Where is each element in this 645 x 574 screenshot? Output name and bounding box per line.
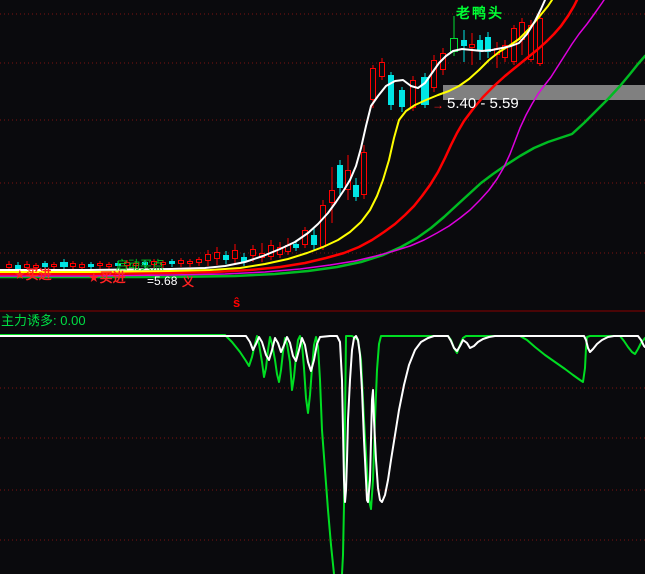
candlestick	[151, 259, 157, 268]
candlestick	[329, 167, 335, 223]
candlestick	[311, 228, 317, 250]
price-highlight-band	[443, 85, 645, 100]
candlestick	[133, 261, 139, 269]
candlestick	[232, 244, 238, 265]
indicator-panel	[0, 334, 645, 574]
candlestick	[337, 160, 343, 195]
candlestick	[388, 72, 394, 110]
candlestick	[537, 12, 543, 66]
ma-yellow	[0, 0, 553, 273]
candlestick	[361, 145, 367, 199]
candlestick	[97, 261, 103, 269]
candlestick	[421, 73, 429, 108]
candlestick	[160, 260, 166, 268]
candlestick	[477, 35, 483, 60]
candlestick	[205, 250, 211, 266]
candlestick	[142, 260, 148, 268]
indicator-line-green	[0, 334, 645, 574]
candlestick	[485, 32, 491, 58]
ma-red	[0, 0, 579, 276]
ma-white-fast	[0, 0, 546, 271]
candlestick	[241, 253, 247, 266]
candlestick	[399, 87, 405, 112]
candlestick	[223, 251, 229, 264]
candlestick	[196, 257, 202, 266]
candlestick	[60, 259, 68, 270]
candlestick	[106, 262, 112, 270]
candlestick	[51, 262, 57, 270]
price-panel	[0, 0, 645, 312]
candlestick	[115, 261, 121, 269]
candlestick	[169, 259, 175, 267]
candlestick	[461, 30, 467, 62]
ma-green-slow	[0, 54, 645, 279]
candlestick	[88, 262, 94, 270]
ma-magenta	[0, 0, 605, 277]
candlestick	[502, 40, 508, 62]
candlestick	[178, 258, 184, 267]
candlestick	[320, 200, 326, 250]
indicator-line-white	[0, 335, 645, 503]
candlestick	[370, 65, 376, 108]
candlestick	[42, 261, 48, 270]
candlestick	[124, 260, 130, 269]
candlestick	[214, 247, 220, 265]
candlestick	[353, 178, 359, 201]
candlestick	[379, 58, 385, 80]
candlestick	[345, 155, 351, 200]
candlestick	[70, 261, 76, 270]
candlestick	[187, 259, 193, 267]
candlestick	[268, 240, 274, 260]
